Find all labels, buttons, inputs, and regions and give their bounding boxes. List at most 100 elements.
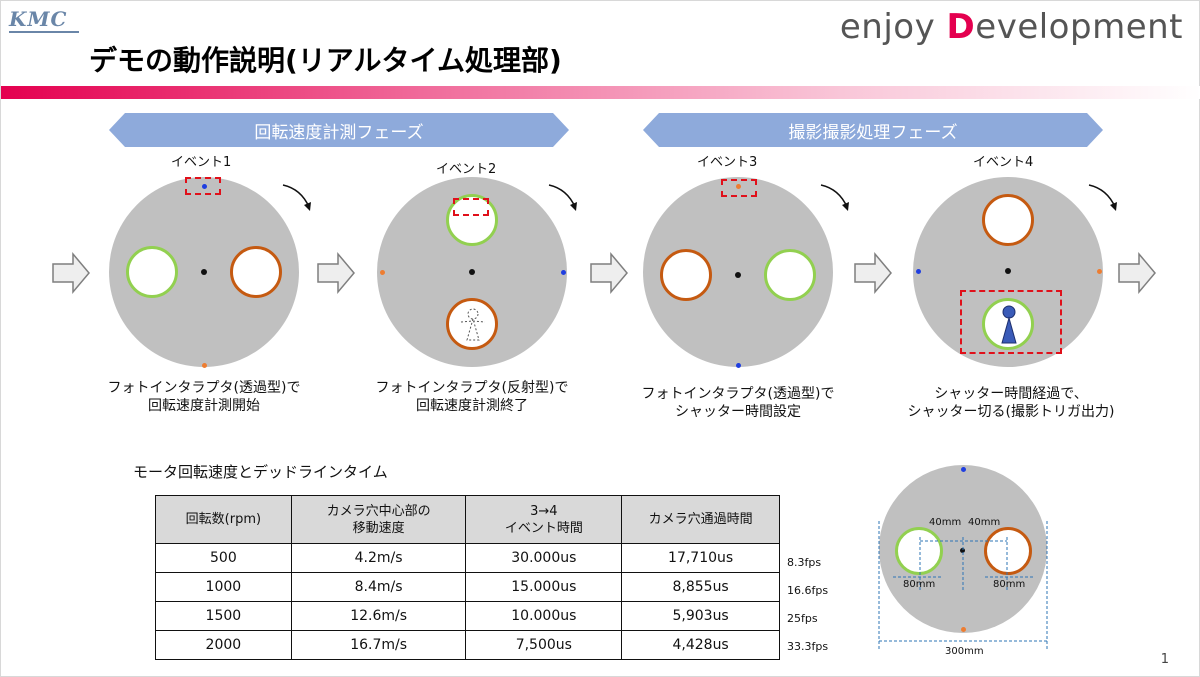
caption-event-4: シャッター時間経過で、 シャッター切る(撮影トリガ出力): [896, 385, 1126, 421]
table-row: 1500 12.6m/s 10.000us 5,903us: [155, 601, 780, 631]
table-subtitle: モータ回転速度とデッドラインタイム: [133, 463, 388, 481]
phase-banner-capture: 撮影撮影処理フェーズ: [643, 113, 1103, 147]
caption-line: フォトインタラプタ(透過型)で: [107, 380, 301, 396]
kmc-logo: KMC: [9, 7, 68, 31]
title-accent-bar: [1, 86, 1200, 99]
center-dot: [201, 269, 207, 275]
camera-hole-green: [982, 298, 1034, 350]
fps-label: 33.3fps: [787, 640, 829, 653]
cell-event: 30.000us: [465, 543, 623, 573]
header-event-time: 3→4 イベント時間: [465, 495, 623, 544]
center-dot: [469, 269, 475, 275]
slide-title: デモの動作説明(リアルタイム処理部): [89, 44, 562, 77]
cell-pass: 17,710us: [621, 543, 780, 573]
sensor-highlight-box: [453, 198, 489, 216]
caption-line: フォトインタラプタ(反射型)で: [375, 380, 569, 396]
marker-blue: [202, 184, 207, 189]
marker-blue: [916, 269, 921, 274]
center-dot: [960, 548, 965, 553]
disk-event-2: [377, 177, 567, 367]
brand-suffix: evelopment: [975, 7, 1183, 47]
camera-hole-green: [764, 249, 816, 301]
event-label-1: イベント1: [171, 155, 232, 170]
cell-speed: 12.6m/s: [290, 601, 467, 631]
caption-line: シャッター時間経過で、: [934, 386, 1088, 402]
sensor-highlight-box: [721, 179, 757, 197]
page-number: 1: [1160, 652, 1169, 667]
table-row: 1000 8.4m/s 15.000us 8,855us: [155, 572, 780, 602]
capture-highlight-box: [960, 290, 1062, 354]
cell-event: 7,500us: [465, 630, 623, 660]
marker-orange: [736, 184, 741, 189]
fps-label: 25fps: [787, 612, 818, 625]
camera-hole-orange: [230, 246, 282, 298]
header-text: 3→4: [530, 503, 558, 519]
rotation-arrow-icon: [548, 184, 577, 211]
caption-line: シャッター時間設定: [675, 404, 801, 420]
rotation-arrow-icon: [1088, 184, 1117, 211]
cell-rpm: 2000: [155, 630, 292, 660]
logo-underline: [9, 31, 79, 33]
caption-event-3: フォトインタラプタ(透過型)で シャッター時間設定: [630, 385, 846, 421]
rotation-arrow-icon: [282, 184, 311, 211]
sensor-highlight-box: [185, 177, 221, 195]
caption-line: 回転速度計測開始: [148, 398, 260, 414]
marker-orange: [1097, 269, 1102, 274]
brand-text: enjoy Development: [840, 7, 1183, 47]
event-label-2: イベント2: [436, 162, 497, 177]
ghost-figure-icon: [460, 308, 486, 341]
cell-speed: 8.4m/s: [290, 572, 467, 602]
cell-rpm: 1000: [155, 572, 292, 602]
dim-label-40mm-right: 40mm: [968, 517, 1001, 528]
header-text: カメラ穴通過時間: [648, 512, 753, 527]
header-text: イベント時間: [504, 520, 583, 536]
dim-label-300mm: 300mm: [945, 646, 984, 657]
dim-label-80mm-left: 80mm: [903, 579, 936, 590]
center-dot: [1005, 268, 1011, 274]
dim-label-80mm-right: 80mm: [993, 579, 1026, 590]
disk-event-4: [913, 177, 1103, 367]
caption-event-1: フォトインタラプタ(透過型)で 回転速度計測開始: [96, 379, 312, 415]
dimension-disk: [879, 465, 1047, 633]
speed-table: 回転数(rpm) カメラ穴中心部の 移動速度 3→4 イベント時間 カメラ穴通過時間…: [155, 495, 780, 660]
header-pass-time: カメラ穴通過時間: [621, 495, 780, 544]
cell-pass: 4,428us: [621, 630, 780, 660]
header-rpm: 回転数(rpm): [155, 495, 292, 544]
center-dot: [735, 272, 741, 278]
phase-banner-speed: 回転速度計測フェーズ: [109, 113, 569, 147]
dimension-lines: [878, 521, 1048, 649]
cell-pass: 8,855us: [621, 572, 780, 602]
flow-arrow-icon: [590, 251, 628, 295]
camera-hole-orange: [984, 527, 1032, 575]
camera-hole-orange: [660, 249, 712, 301]
event-label-4: イベント4: [973, 155, 1034, 170]
disk-event-1: [109, 177, 299, 368]
brand-d: D: [946, 7, 976, 47]
cell-speed: 16.7m/s: [290, 630, 467, 660]
table-row: 2000 16.7m/s 7,500us 4,428us: [155, 630, 780, 660]
table-row: 500 4.2m/s 30.000us 17,710us: [155, 543, 780, 573]
header-speed: カメラ穴中心部の 移動速度: [290, 495, 467, 544]
disk-event-3: [643, 177, 833, 368]
camera-hole-orange: [982, 194, 1034, 246]
marker-blue: [736, 363, 741, 368]
caption-line: フォトインタラプタ(透過型)で: [641, 386, 835, 402]
figure-icon: [1001, 305, 1017, 344]
marker-orange: [202, 363, 207, 368]
cell-speed: 4.2m/s: [290, 543, 467, 573]
cell-pass: 5,903us: [621, 601, 780, 631]
brand-prefix: enjoy: [839, 7, 947, 47]
cell-event: 10.000us: [465, 601, 623, 631]
marker-blue: [561, 270, 566, 275]
header-text: カメラ穴中心部の: [326, 503, 431, 519]
header-text: 回転数(rpm): [185, 512, 262, 527]
camera-hole-green: [126, 246, 178, 298]
fps-label: 16.6fps: [787, 584, 829, 597]
cell-rpm: 1500: [155, 601, 292, 631]
dim-label-40mm-left: 40mm: [929, 517, 962, 528]
caption-line: シャッター切る(撮影トリガ出力): [907, 404, 1115, 420]
flow-arrow-icon: [854, 251, 892, 295]
header-text: 移動速度: [352, 520, 405, 536]
flow-arrow-icon: [1118, 251, 1156, 295]
